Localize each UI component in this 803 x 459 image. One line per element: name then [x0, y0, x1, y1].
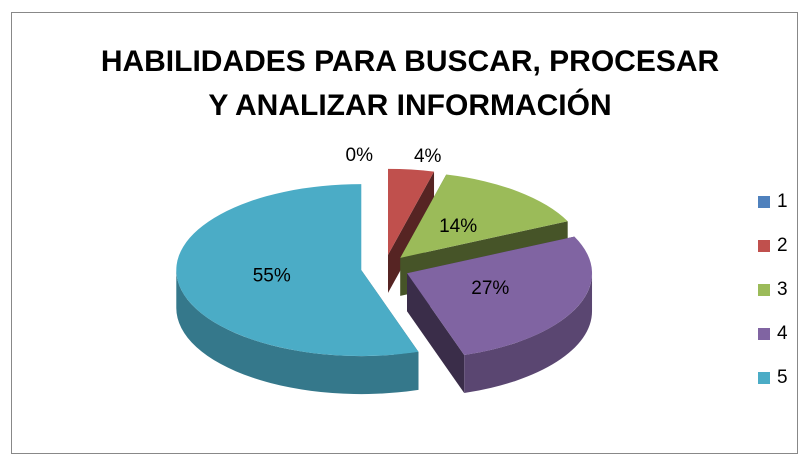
- slice: [388, 168, 435, 293]
- slice-top: [388, 168, 435, 255]
- slice-top: [176, 184, 419, 357]
- legend-label: 3: [777, 279, 788, 300]
- legend-swatch: [758, 196, 770, 208]
- data-label: 4%: [414, 146, 442, 167]
- data-label: 55%: [253, 265, 291, 286]
- slice-wall: [176, 270, 419, 395]
- legend-swatch: [758, 328, 770, 340]
- legend-swatch: [758, 284, 770, 296]
- slice: [407, 236, 593, 394]
- slice: [176, 184, 419, 395]
- slice-side: [388, 171, 435, 293]
- legend-label: 2: [777, 235, 788, 256]
- slice-top: [407, 236, 593, 356]
- legend-label: 5: [777, 367, 788, 388]
- data-label: 14%: [439, 216, 477, 237]
- chart-title: HABILIDADES PARA BUSCAR, PROCESAR Y ANAL…: [100, 45, 720, 122]
- legend-label: 4: [777, 323, 788, 344]
- slice-top: [400, 174, 568, 258]
- slice-side: [407, 273, 465, 394]
- chart-frame: [11, 12, 798, 454]
- legend-label: 1: [777, 191, 788, 212]
- legend-swatch: [758, 240, 770, 252]
- legend-swatch: [758, 372, 770, 384]
- slice-wall: [464, 273, 593, 394]
- data-label: 0%: [346, 145, 374, 166]
- data-label: 27%: [471, 278, 509, 299]
